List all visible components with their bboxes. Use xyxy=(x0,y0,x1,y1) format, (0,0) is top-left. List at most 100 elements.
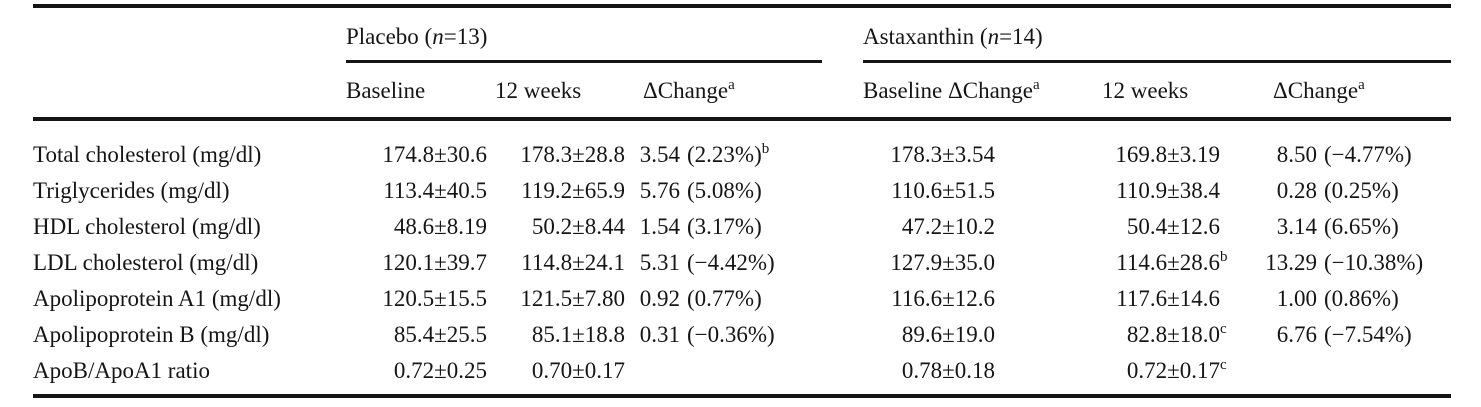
table-row: HDL cholesterol (mg/dl) 48.6±8.19 50.2±8… xyxy=(0,209,1481,245)
cell-astaxanthin-change xyxy=(1263,353,1324,389)
cell-placebo-12weeks: 119.2±65.9 xyxy=(521,173,625,209)
change-value: 0.31 xyxy=(639,322,680,347)
cell-placebo-baseline: 174.8±30.6 xyxy=(382,137,487,173)
cell-placebo-12weeks: 121.5±7.80 xyxy=(520,281,625,317)
cell-value: 85.4±25.5 xyxy=(393,322,487,347)
cell-astaxanthin-12weeks: 82.8±18.0c xyxy=(1126,321,1227,348)
cell-astaxanthin-baseline: 178.3±3.54 xyxy=(890,137,995,173)
cell-astaxanthin-12weeks: 110.9±38.4 xyxy=(1116,173,1220,209)
cell-value: 110.9±38.4 xyxy=(1116,178,1220,203)
change-value: 1.54 xyxy=(639,214,680,239)
column-header-placebo-change: ΔChangea xyxy=(643,76,735,106)
cell-placebo-change xyxy=(636,353,687,389)
cell-value: 178.3±3.54 xyxy=(890,142,995,167)
cell-placebo-baseline: 0.72±0.25 xyxy=(394,353,487,389)
cell-astaxanthin-baseline: 110.6±51.5 xyxy=(891,173,995,209)
column-header-text: 12 weeks xyxy=(495,78,582,103)
column-header-text: Baseline ΔChange xyxy=(863,78,1033,103)
change-value: 13.29 xyxy=(1265,250,1317,275)
cell-placebo-12weeks: 0.70±0.17 xyxy=(532,353,625,389)
footnote-marker-a: a xyxy=(1358,77,1365,93)
group-label-post: =14) xyxy=(999,24,1043,49)
cell-placebo-baseline: 113.4±40.5 xyxy=(383,173,487,209)
change-value: 3.54 xyxy=(639,142,680,167)
row-label: Triglycerides (mg/dl) xyxy=(33,178,230,203)
row-label: LDL cholesterol (mg/dl) xyxy=(33,250,259,275)
footnote-marker-a: a xyxy=(1033,77,1040,93)
top-rule xyxy=(33,4,1451,8)
cell-placebo-baseline: 120.1±39.7 xyxy=(382,245,487,281)
column-header-text: Baseline xyxy=(346,78,426,103)
cell-placebo-baseline: 120.5±15.5 xyxy=(382,281,487,317)
placebo-group-rule xyxy=(346,60,822,63)
cell-astaxanthin-12weeks: 169.8±3.19 xyxy=(1115,137,1220,173)
cell-placebo-change: 0.31 (−0.36%) xyxy=(636,317,775,353)
cell-astaxanthin-change: 13.29 (−10.38%) xyxy=(1263,245,1423,281)
cell-value: 85.1±18.8 xyxy=(531,322,625,347)
cell-astaxanthin-12weeks: 114.6±28.6b xyxy=(1116,249,1228,276)
cell-astaxanthin-baseline: 47.2±10.2 xyxy=(902,209,995,245)
row-label: Apolipoprotein A1 (mg/dl) xyxy=(33,286,281,311)
cell-placebo-change: 0.92 (0.77%) xyxy=(636,281,762,317)
change-percent: (−4.42%) xyxy=(687,250,775,275)
group-label-pre: Astaxanthin ( xyxy=(863,24,988,49)
cell-value: 48.6±8.19 xyxy=(393,214,487,239)
column-header-text: ΔChange xyxy=(643,78,729,103)
bottom-rule xyxy=(33,394,1451,398)
cell-value: 50.2±8.44 xyxy=(531,214,625,239)
column-header-astaxanthin-12weeks: 12 weeks xyxy=(1102,76,1188,106)
header-divider-rule xyxy=(33,117,1451,121)
column-header-text: ΔChange xyxy=(1273,78,1359,103)
change-value: 0.28 xyxy=(1276,178,1317,203)
cell-placebo-change: 3.54 (2.23%)b xyxy=(636,137,769,173)
column-header-placebo-baseline: Baseline xyxy=(346,76,425,106)
cell-value: 121.5±7.80 xyxy=(520,286,625,311)
change-value: 8.50 xyxy=(1276,142,1317,167)
cell-value: 117.6±14.6 xyxy=(1116,286,1220,311)
row-label: HDL cholesterol (mg/dl) xyxy=(33,214,261,239)
change-percent: (0.25%) xyxy=(1324,178,1399,203)
cell-astaxanthin-baseline: 127.9±35.0 xyxy=(890,245,995,281)
cell-value: 178.3±28.8 xyxy=(520,142,625,167)
cell-value: 169.8±3.19 xyxy=(1115,142,1220,167)
cell-placebo-12weeks: 114.8±24.1 xyxy=(521,245,625,281)
cell-astaxanthin-baseline: 0.78±0.18 xyxy=(902,353,995,389)
table-row: Total cholesterol (mg/dl) 174.8±30.6 178… xyxy=(0,137,1481,173)
group-label-post: =13) xyxy=(443,24,488,49)
group-header-astaxanthin: Astaxanthin (n=14) xyxy=(863,22,1043,52)
change-percent: (−0.36%) xyxy=(687,322,775,347)
cell-placebo-change: 1.54 (3.17%) xyxy=(636,209,762,245)
change-value: 1.00 xyxy=(1276,286,1317,311)
change-percent: (2.23%) xyxy=(687,142,762,167)
cell-value: 50.4±12.6 xyxy=(1126,214,1220,239)
cell-astaxanthin-12weeks: 0.72±0.17c xyxy=(1126,357,1227,384)
footnote-marker-a: a xyxy=(728,77,735,93)
column-header-placebo-12weeks: 12 weeks xyxy=(495,76,581,106)
column-header-text: 12 weeks xyxy=(1102,78,1189,103)
cell-value: 0.78±0.18 xyxy=(901,358,995,383)
cell-astaxanthin-baseline: 116.6±12.6 xyxy=(891,281,995,317)
table-row: Apolipoprotein B (mg/dl) 85.4±25.5 85.1±… xyxy=(0,317,1481,353)
table-row: Apolipoprotein A1 (mg/dl) 120.5±15.5 121… xyxy=(0,281,1481,317)
change-percent: (−10.38%) xyxy=(1324,250,1424,275)
row-label: Total cholesterol (mg/dl) xyxy=(33,142,262,167)
change-percent: (0.86%) xyxy=(1324,286,1399,311)
cell-astaxanthin-change: 1.00 (0.86%) xyxy=(1263,281,1399,317)
change-percent: (−4.77%) xyxy=(1324,142,1412,167)
change-value: 6.76 xyxy=(1276,322,1317,347)
cell-astaxanthin-change: 0.28 (0.25%) xyxy=(1263,173,1399,209)
change-percent: (3.17%) xyxy=(687,214,762,239)
change-value: 5.76 xyxy=(639,178,680,203)
group-n-symbol: n xyxy=(987,24,1000,49)
cell-value: 82.8±18.0 xyxy=(1126,322,1220,347)
cell-astaxanthin-12weeks: 117.6±14.6 xyxy=(1116,281,1220,317)
cell-placebo-change: 5.76 (5.08%) xyxy=(636,173,762,209)
cell-value: 0.72±0.25 xyxy=(393,358,487,383)
cell-value: 110.6±51.5 xyxy=(891,178,995,203)
change-value: 3.14 xyxy=(1276,214,1317,239)
table-row: ApoB/ApoA1 ratio 0.72±0.25 0.70±0.17 0.7… xyxy=(0,353,1481,389)
group-header-placebo: Placebo (n=13) xyxy=(346,22,487,52)
cell-value: 114.6±28.6 xyxy=(1116,250,1220,275)
group-n-symbol: n xyxy=(432,24,444,49)
